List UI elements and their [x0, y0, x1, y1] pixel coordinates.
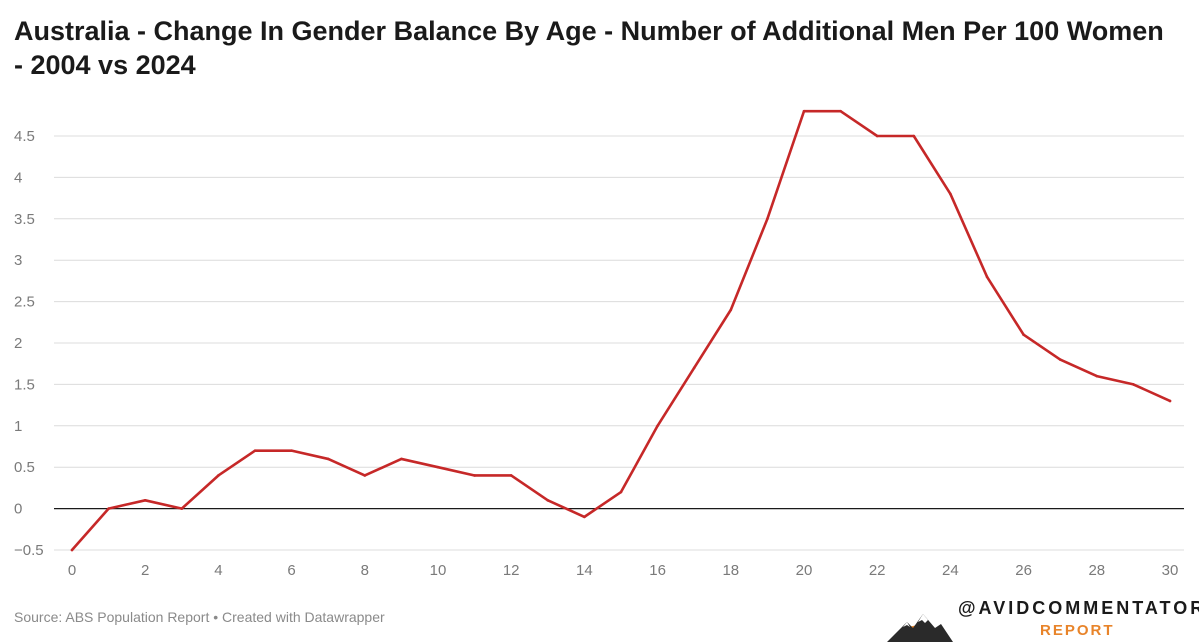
data-point — [766, 217, 769, 221]
data-point — [509, 474, 513, 477]
data-point — [912, 134, 916, 138]
x-tick-label: 2 — [141, 562, 149, 579]
data-point — [473, 474, 476, 477]
x-tick-label: 14 — [576, 562, 593, 579]
x-tick-label: 4 — [214, 562, 222, 579]
x-tick-label: 12 — [503, 562, 520, 579]
series-layer — [70, 109, 1172, 552]
x-tick-label: 26 — [1015, 562, 1032, 579]
x-tick-label: 28 — [1088, 562, 1105, 579]
source-note: Source: ABS Population Report • Created … — [14, 609, 385, 625]
data-point — [583, 515, 586, 519]
x-tick-label: 8 — [361, 562, 369, 579]
x-tick-label: 20 — [796, 562, 813, 579]
data-point — [70, 548, 74, 552]
data-point — [729, 308, 733, 312]
x-tick-label: 24 — [942, 562, 959, 579]
gridlines — [54, 135, 1184, 551]
data-point — [1132, 383, 1135, 386]
y-tick-label: 4 — [14, 169, 22, 186]
data-point — [253, 449, 257, 452]
data-point — [180, 507, 184, 510]
x-tick-label: 10 — [430, 562, 447, 579]
chart-title: Australia - Change In Gender Balance By … — [14, 16, 1164, 80]
y-tick-label: 0 — [14, 501, 22, 518]
y-tick-label: 0.5 — [14, 459, 35, 476]
brand-logo: @AVIDCOMMENTATOR REPORT — [885, 592, 1199, 642]
data-point — [985, 275, 989, 279]
data-point — [290, 449, 293, 452]
x-tick-label: 22 — [869, 562, 886, 579]
y-tick-label: 1.5 — [14, 376, 35, 393]
x-tick-label: 0 — [68, 562, 76, 579]
brand-handle: @AVIDCOMMENTATOR — [958, 598, 1199, 618]
mountain-sun-icon — [887, 614, 953, 642]
data-point — [363, 474, 367, 477]
data-point — [1022, 333, 1025, 337]
y-axis-ticks: −0.5 0 0.5 1 1.5 2 2.5 3 3.5 4 4.5 — [14, 128, 44, 559]
data-point — [619, 490, 623, 494]
data-point — [1058, 358, 1062, 361]
y-tick-label: 3.5 — [14, 211, 35, 228]
data-point — [326, 457, 330, 461]
x-axis-ticks: 0 2 4 6 8 10 12 14 16 18 20 22 24 26 28 30 — [68, 562, 1179, 579]
data-point — [692, 366, 696, 370]
data-point — [949, 192, 952, 196]
data-point — [875, 134, 879, 138]
data-point — [1168, 399, 1172, 403]
brand-subtitle: REPORT — [1040, 622, 1115, 639]
data-point — [400, 457, 403, 461]
x-tick-label: 18 — [722, 562, 739, 579]
y-tick-label: −0.5 — [14, 542, 44, 559]
data-point — [143, 499, 147, 502]
data-point — [546, 499, 550, 502]
data-point — [107, 507, 110, 510]
data-point — [839, 109, 842, 113]
data-point — [802, 109, 806, 113]
y-tick-label: 3 — [14, 252, 22, 269]
data-point — [656, 424, 659, 428]
x-tick-label: 6 — [287, 562, 295, 579]
y-tick-label: 1 — [14, 418, 22, 435]
y-tick-label: 2 — [14, 335, 22, 352]
data-point — [436, 465, 440, 469]
x-tick-label: 16 — [649, 562, 666, 579]
y-tick-label: 2.5 — [14, 294, 35, 311]
y-tick-label: 4.5 — [14, 128, 35, 145]
x-tick-label: 30 — [1162, 562, 1179, 579]
data-point — [1095, 374, 1099, 378]
data-point — [217, 474, 220, 477]
